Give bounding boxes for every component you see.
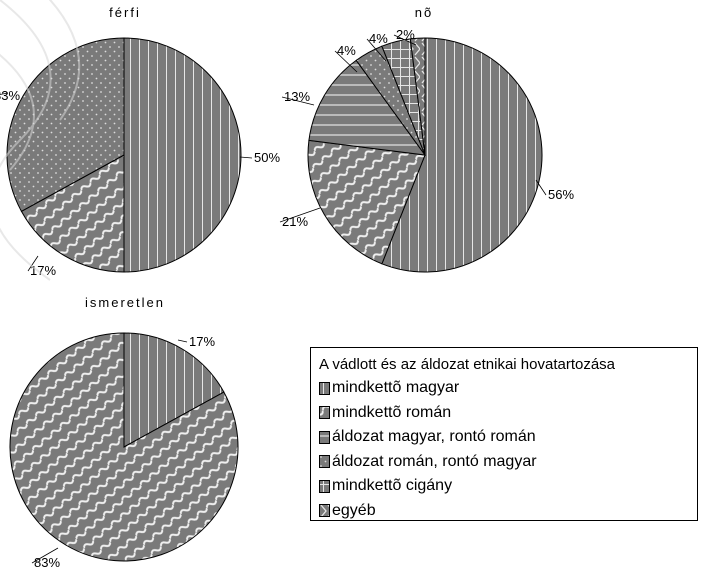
- pie-title: férfi: [109, 5, 141, 20]
- legend-item: áldozat román, rontó magyar: [319, 450, 697, 475]
- legend-label: mindkettõ magyar: [332, 379, 460, 397]
- data-label: 21%: [282, 214, 308, 229]
- data-label: 50%: [254, 150, 280, 165]
- pie-title: nõ: [415, 5, 433, 20]
- legend-label: áldozat román, rontó magyar: [332, 452, 537, 470]
- legend-label: mindkettõ román: [332, 403, 452, 421]
- legend-item: mindkettõ román: [319, 401, 697, 426]
- data-label: 17%: [189, 334, 215, 349]
- pie-slice: [9, 332, 239, 562]
- pie-title: ismeretlen: [85, 295, 165, 310]
- pie-slice: [381, 37, 543, 273]
- leader-line: [279, 207, 321, 223]
- data-label: 83%: [34, 555, 60, 567]
- leader-line: [239, 156, 253, 159]
- legend-label: áldozat magyar, rontó román: [332, 428, 536, 446]
- pie-chart-2: nõ 56% 21% 13% 4% 4% 2%: [279, 5, 574, 273]
- pie-chart-1: férfi 50% 17% 33%: [0, 5, 280, 278]
- pie-slice: [409, 37, 426, 156]
- data-label: 17%: [30, 263, 56, 278]
- legend-swatch-waves: [319, 406, 330, 420]
- pie-slice: [123, 332, 225, 448]
- pie-slice: [123, 37, 242, 273]
- pie-chart-3: ismeretlen 17% 83%: [9, 295, 239, 567]
- legend-item: mindkettõ cigány: [319, 474, 697, 499]
- pie-slice: [308, 59, 427, 156]
- legend-item: egyéb: [319, 499, 697, 524]
- data-label: 2%: [396, 27, 415, 42]
- leader-line: [281, 96, 315, 106]
- leader-line: [177, 339, 188, 343]
- legend-title: A vádlott és az áldozat etnikai hovatart…: [319, 356, 616, 373]
- leader-line: [366, 38, 387, 62]
- legend-item: mindkettõ magyar: [319, 376, 697, 401]
- pie-slice: [307, 139, 426, 265]
- data-label: 56%: [548, 187, 574, 202]
- legend-swatch-horizontal-lines: [319, 430, 330, 444]
- legend-swatch-vertical-lines: [319, 381, 330, 395]
- data-label: 33%: [0, 88, 20, 103]
- leader-line: [393, 34, 417, 46]
- legend-swatch-zigzag: [319, 504, 330, 518]
- leader-line: [31, 547, 59, 564]
- legend-label: egyéb: [332, 501, 376, 519]
- data-label: 13%: [284, 89, 310, 104]
- leader-line: [535, 179, 547, 196]
- data-label: 4%: [369, 31, 388, 46]
- legend-label: mindkettõ cigány: [332, 477, 453, 495]
- data-label: 4%: [337, 43, 356, 58]
- legend-item: áldozat magyar, rontó román: [319, 425, 697, 450]
- legend-swatch-dots: [319, 455, 330, 469]
- legend: A vádlott és az áldozat etnikai hovatart…: [310, 347, 698, 521]
- legend-swatch-grid: [319, 479, 330, 493]
- leader-line: [334, 50, 358, 73]
